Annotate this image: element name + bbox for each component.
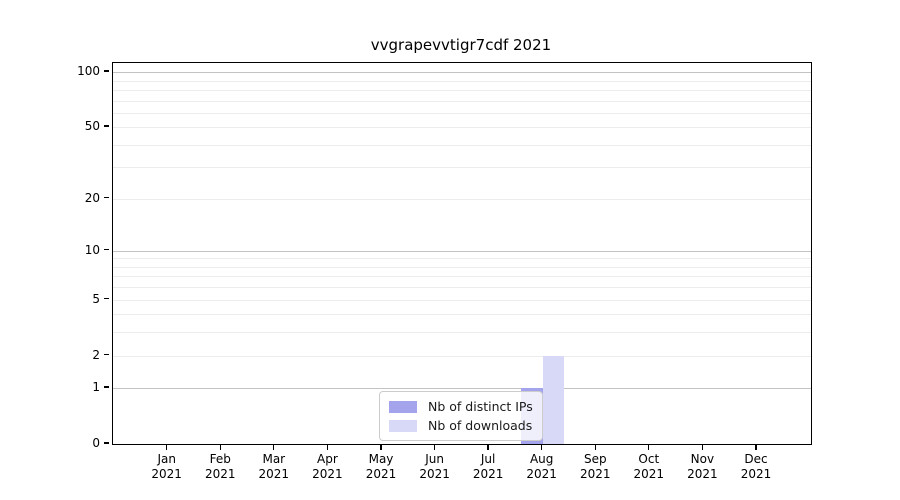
minor-gridline (113, 299, 811, 301)
legend-row: Nb of distinct IPs (389, 397, 533, 416)
minor-gridline (113, 258, 811, 260)
x-tick-mark (648, 445, 650, 450)
minor-gridline (113, 80, 811, 82)
major-gridline (113, 72, 811, 73)
minor-gridline (113, 287, 811, 289)
minor-gridline (113, 355, 811, 357)
minor-gridline (113, 144, 811, 146)
y-tick-label: 50 (84, 119, 100, 134)
major-gridline (113, 250, 811, 252)
x-tick-label: Dec 2021 (740, 452, 772, 481)
x-tick-mark (380, 445, 382, 450)
minor-gridline (113, 198, 811, 200)
legend-swatch (389, 419, 417, 432)
minor-gridline (113, 167, 811, 169)
x-tick-label: Jan 2021 (151, 452, 182, 481)
y-tick-mark (104, 196, 109, 199)
chart-title: vvgrapevvtigr7cdf 2021 (370, 36, 552, 54)
x-tick-mark (594, 445, 596, 450)
x-tick-mark (273, 445, 275, 450)
minor-gridline (113, 127, 811, 129)
y-tick-label: 100 (77, 64, 100, 78)
legend-label: Nb of downloads (428, 418, 533, 433)
y-tick-mark (104, 386, 109, 388)
y-tick-mark (104, 297, 109, 300)
y-tick-label: 0 (92, 436, 100, 450)
x-tick-mark (326, 445, 329, 450)
minor-gridline (113, 112, 811, 114)
y-tick-label: 20 (84, 190, 100, 205)
major-gridline (113, 388, 811, 390)
x-tick-mark (755, 445, 757, 450)
x-tick-mark (433, 445, 436, 450)
x-tick-mark (701, 445, 704, 450)
y-tick-mark (104, 70, 109, 72)
y-tick-mark (104, 125, 109, 127)
x-tick-label: Apr 2021 (312, 452, 343, 481)
x-tick-mark (166, 445, 168, 450)
minor-gridline (113, 314, 811, 316)
minor-gridline (113, 100, 811, 102)
x-tick-label: Sep 2021 (580, 452, 611, 481)
x-tick-label: Aug 2021 (526, 452, 557, 481)
bar-nb-of-downloads (542, 355, 565, 444)
y-tick-label: 1 (92, 380, 100, 395)
x-tick-label: Nov 2021 (687, 452, 718, 481)
plot-area: Nb of distinct IPs Nb of downloads (112, 62, 812, 445)
legend-swatch (389, 400, 417, 413)
legend-row: Nb of downloads (389, 416, 533, 435)
y-tick-mark (104, 442, 109, 444)
x-tick-label: Mar 2021 (258, 452, 290, 481)
minor-gridline (113, 332, 811, 334)
y-tick-mark (104, 353, 109, 356)
minor-gridline (113, 266, 811, 268)
y-tick-label: 2 (92, 347, 100, 362)
legend-label: Nb of distinct IPs (428, 399, 533, 414)
x-tick-label: May 2021 (365, 452, 397, 481)
y-tick-label: 5 (92, 291, 100, 306)
x-tick-label: Jul 2021 (472, 452, 504, 481)
x-tick-mark (541, 445, 543, 450)
y-tick-label: 10 (84, 242, 100, 257)
y-tick-mark (104, 249, 109, 251)
legend: Nb of distinct IPs Nb of downloads (379, 391, 543, 441)
minor-gridline (113, 89, 811, 91)
x-tick-label: Feb 2021 (205, 452, 236, 481)
x-tick-label: Jun 2021 (419, 452, 450, 481)
x-tick-mark (219, 445, 221, 450)
x-tick-label: Oct 2021 (633, 452, 665, 481)
x-tick-mark (487, 445, 489, 450)
minor-gridline (113, 276, 811, 278)
